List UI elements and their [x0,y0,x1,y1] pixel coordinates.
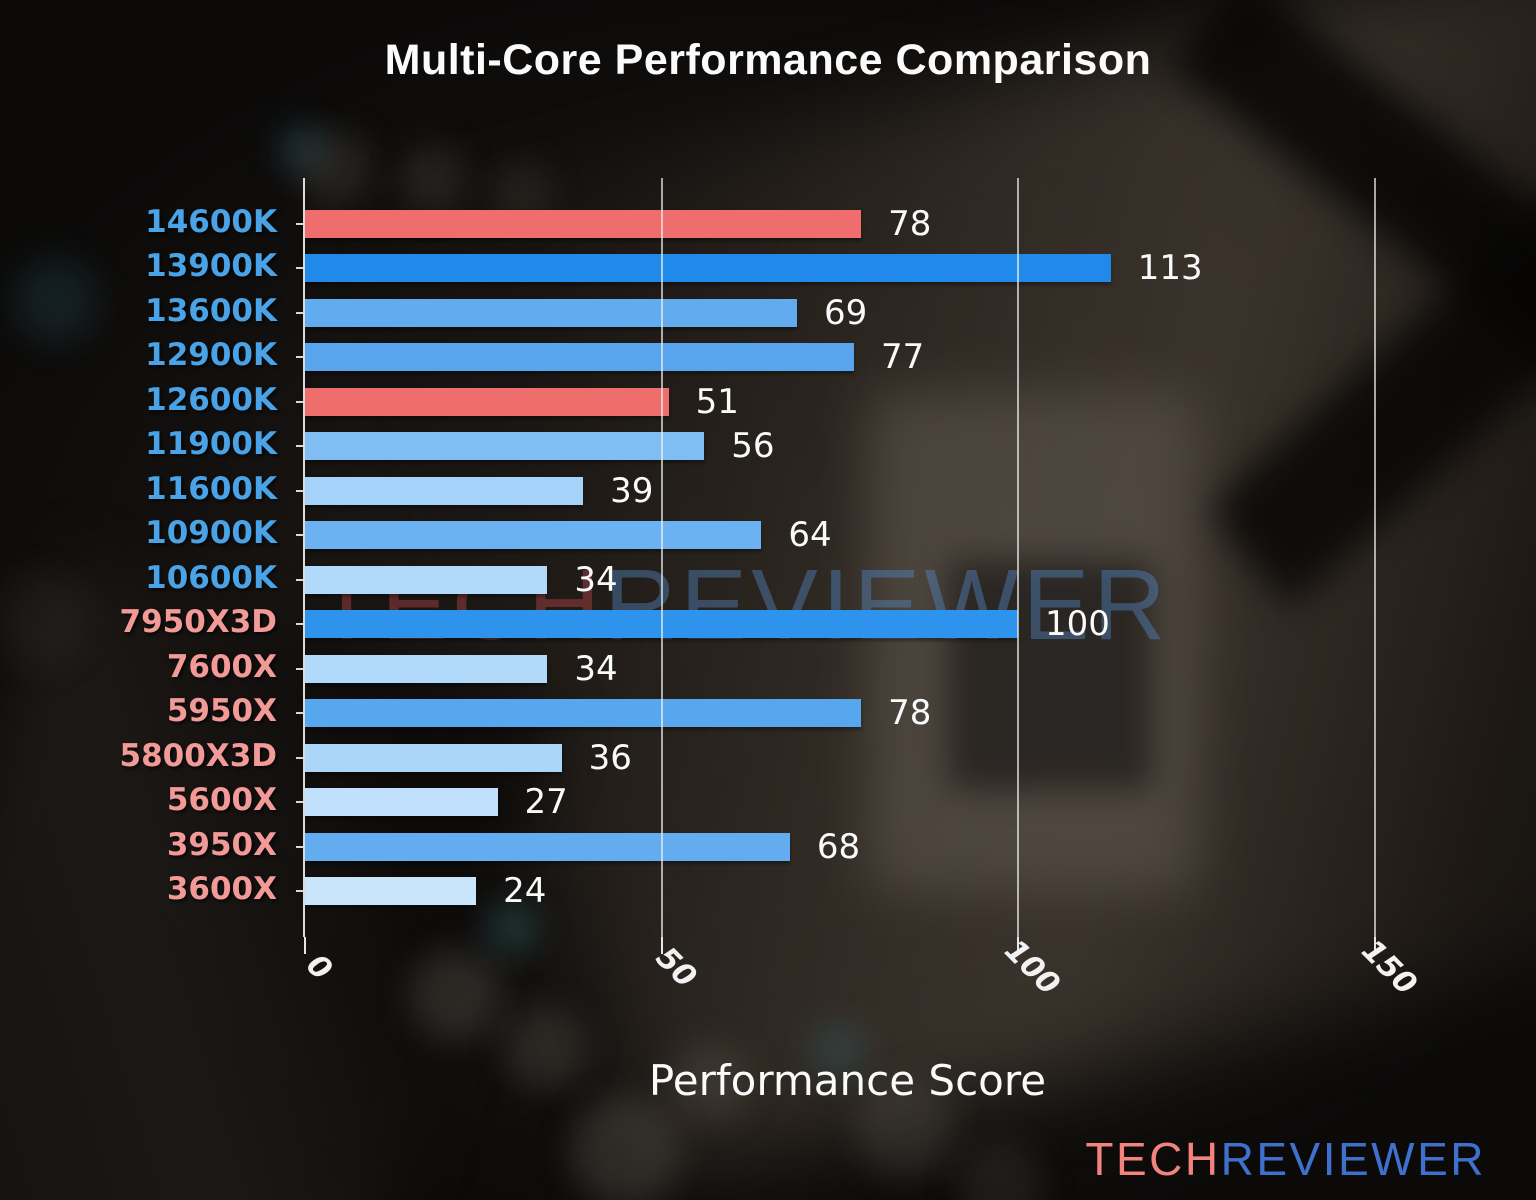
category-label-5950X: 5950X [166,693,277,730]
bar-row-13900K: 13900K 113 [145,248,1390,288]
x-tick-label-100: 100 [997,932,1067,1003]
x-tick-label-150: 150 [1353,932,1424,1003]
bar-row-10900K: 10900K 64 [145,515,1390,555]
background-bokeh-circle [13,258,97,342]
category-label-10600K: 10600K [145,559,277,596]
gridline-150 [1373,178,1376,937]
y-axis-line [303,178,305,937]
background-bokeh-circle [503,1006,587,1090]
bar-row-7950X3D: 7950X3D 100 [120,604,1390,644]
value-label-7950X3D: 100 [1045,604,1110,645]
value-label-5800X3D: 36 [588,737,632,778]
value-label-10900K: 64 [788,515,832,556]
value-label-7600X: 34 [574,648,618,689]
bar-row-10600K: 10600K 34 [145,560,1390,600]
bar-14600K [305,210,862,238]
bar-row-12600K: 12600K 51 [145,382,1390,422]
value-label-13900K: 113 [1137,248,1203,289]
background-bokeh-circle [670,1042,750,1122]
category-label-3950X: 3950X [166,826,277,863]
category-label-7950X3D: 7950X3D [119,604,277,641]
background-bokeh-circle [297,130,373,206]
value-label-12900K: 77 [881,337,925,378]
bar-12600K [305,387,669,416]
bar-row-14600K: 14600K 78 [145,204,1390,244]
bar-row-3600X: 3600X 24 [167,871,1390,911]
category-label-5600X: 5600X [166,782,277,819]
bar-5800X3D [305,743,562,772]
bar-10900K [305,521,762,550]
plot-area: 0 50 100 150 14600K 78 13900K 113 13600K 69 12900K… [120,178,1423,1002]
bar-row-5950X: 5950X 78 [167,693,1390,733]
bar-7600X [305,654,548,683]
gridline-50 [660,178,663,937]
value-label-13600K: 69 [823,292,868,333]
bar-3950X [305,832,790,861]
value-label-3950X: 68 [816,826,861,867]
techreviewer-logo: TECHREVIEWER [1085,1132,1486,1186]
background-bokeh-circle [398,144,466,212]
bar-11600K [305,476,584,505]
chart-title: Multi-Core Performance Comparison [384,36,1152,84]
category-label-11900K: 11900K [145,426,277,463]
bar-row-3950X: 3950X 68 [167,827,1390,867]
category-label-7600X: 7600X [166,648,277,685]
bar-13600K [305,298,797,327]
logo-reviewer: REVIEWER [1220,1133,1486,1185]
value-label-12600K: 51 [695,381,739,422]
category-label-3600X: 3600X [166,871,277,908]
background-bokeh-circle [855,1078,955,1178]
bar-row-5600X: 5600X 27 [167,782,1390,822]
category-label-10900K: 10900K [145,515,277,552]
background-bokeh-circle [278,126,322,170]
bar-row-7600X: 7600X 34 [167,649,1390,689]
bar-row-5800X3D: 5800X3D 36 [120,738,1390,778]
x-tick-label-50: 50 [648,940,703,995]
value-label-3600X: 24 [503,871,547,912]
category-label-13600K: 13600K [145,292,277,329]
bar-row-11900K: 11900K 56 [145,426,1390,466]
bar-13900K [305,254,1111,283]
category-label-5800X3D: 5800X3D [119,737,277,774]
logo-tech: TECH [1085,1133,1221,1185]
bar-row-11600K: 11600K 39 [145,471,1390,511]
category-label-11600K: 11600K [145,470,277,507]
bar-row-12900K: 12900K 77 [145,337,1390,377]
value-label-11600K: 39 [610,470,654,511]
bar-12900K [305,343,854,372]
background-bokeh-circle [569,1096,681,1200]
bar-5600X [305,788,498,817]
category-label-14600K: 14600K [145,204,277,240]
value-label-5950X: 78 [888,693,932,734]
bar-row-13600K: 13600K 69 [145,293,1390,333]
value-label-14600K: 78 [888,204,932,244]
background-bokeh-circle [956,1141,1044,1200]
value-label-10600K: 34 [574,559,618,600]
background-bokeh-circle [409,949,501,1041]
bar-3600X [305,877,477,906]
category-label-12900K: 12900K [145,337,277,374]
x-tick-label-0: 0 [299,947,339,988]
category-label-12600K: 12600K [145,381,277,418]
gridline-100 [1017,178,1019,937]
background-bokeh-circle [810,1022,866,1078]
bar-5950X [305,699,862,728]
value-label-11900K: 56 [731,426,775,467]
category-label-13900K: 13900K [145,248,277,285]
bar-10600K [305,565,548,594]
bar-11900K [305,432,705,461]
x-axis-label: Performance Score [648,1056,1047,1105]
value-label-5600X: 27 [524,782,568,823]
background-bokeh-circle [486,902,538,954]
background-bokeh-circle [0,572,88,668]
